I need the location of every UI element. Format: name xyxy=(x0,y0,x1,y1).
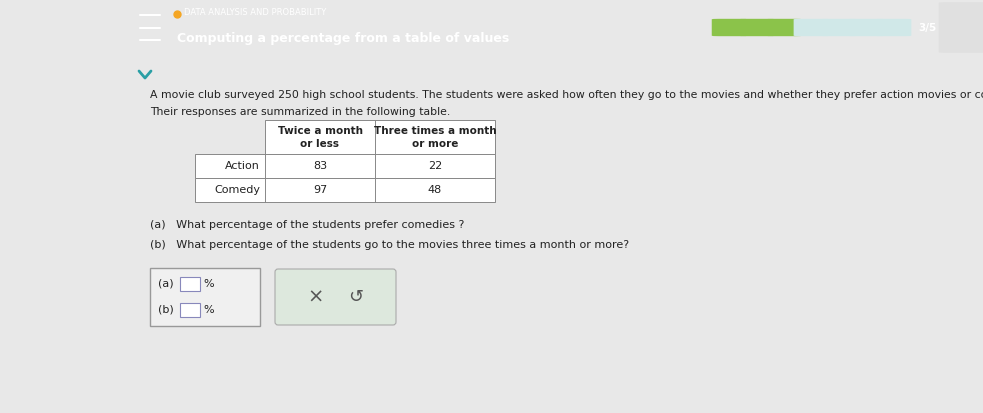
Text: %: % xyxy=(203,305,213,315)
FancyBboxPatch shape xyxy=(739,19,775,36)
Text: (b): (b) xyxy=(158,305,174,315)
FancyBboxPatch shape xyxy=(712,19,748,36)
Text: Twice a month: Twice a month xyxy=(277,126,363,136)
Text: or less: or less xyxy=(301,139,339,149)
Text: (b)   What percentage of the students go to the movies three times a month or mo: (b) What percentage of the students go t… xyxy=(150,240,629,250)
Text: ↺: ↺ xyxy=(348,288,363,306)
Text: Three times a month: Three times a month xyxy=(374,126,496,136)
Text: or more: or more xyxy=(412,139,458,149)
Bar xyxy=(195,154,495,178)
Bar xyxy=(180,277,200,291)
FancyBboxPatch shape xyxy=(275,269,396,325)
Text: 3/5: 3/5 xyxy=(918,22,937,33)
Bar xyxy=(180,303,200,317)
Text: %: % xyxy=(203,279,213,289)
Text: 83: 83 xyxy=(313,161,327,171)
FancyBboxPatch shape xyxy=(767,19,802,36)
FancyBboxPatch shape xyxy=(939,2,983,53)
Text: Computing a percentage from a table of values: Computing a percentage from a table of v… xyxy=(177,32,509,45)
Text: A movie club surveyed 250 high school students. The students were asked how ofte: A movie club surveyed 250 high school st… xyxy=(150,90,983,100)
Text: 97: 97 xyxy=(313,185,327,195)
FancyBboxPatch shape xyxy=(848,19,884,36)
FancyBboxPatch shape xyxy=(821,19,857,36)
Bar xyxy=(150,268,260,326)
Text: Their responses are summarized in the following table.: Their responses are summarized in the fo… xyxy=(150,107,450,117)
Text: Comedy: Comedy xyxy=(214,185,260,195)
Text: (a): (a) xyxy=(158,279,174,289)
FancyBboxPatch shape xyxy=(876,19,911,36)
Text: 22: 22 xyxy=(428,161,442,171)
Bar xyxy=(195,178,495,202)
Text: Da: Da xyxy=(959,22,975,33)
Text: 48: 48 xyxy=(428,185,442,195)
FancyBboxPatch shape xyxy=(793,19,830,36)
Text: DATA ANALYSIS AND PROBABILITY: DATA ANALYSIS AND PROBABILITY xyxy=(184,8,326,17)
Bar xyxy=(265,120,495,154)
Text: (a)   What percentage of the students prefer comedies ?: (a) What percentage of the students pref… xyxy=(150,220,464,230)
Text: Action: Action xyxy=(225,161,260,171)
Text: ×: × xyxy=(308,287,323,306)
